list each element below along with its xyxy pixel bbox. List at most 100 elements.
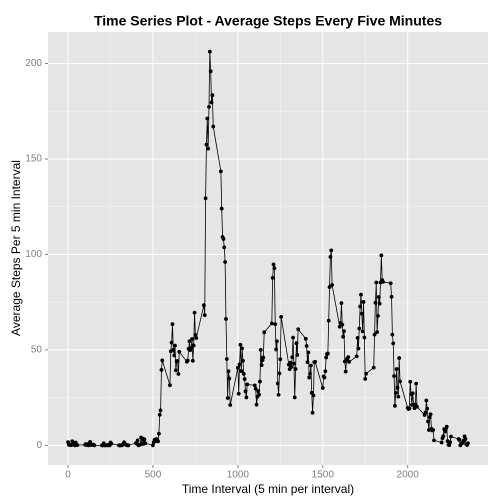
- data-point: [193, 333, 198, 337]
- data-point: [157, 412, 162, 417]
- data-point: [160, 358, 165, 363]
- data-point: [262, 330, 267, 335]
- data-point: [204, 142, 209, 147]
- data-point: [376, 295, 381, 299]
- data-point: [291, 335, 295, 340]
- data-point: [205, 116, 210, 121]
- data-point: [326, 318, 331, 323]
- data-point: [376, 313, 380, 318]
- data-point: [374, 280, 379, 285]
- data-point: [175, 359, 180, 363]
- data-point: [277, 371, 282, 376]
- data-point: [393, 403, 397, 408]
- data-point: [423, 410, 428, 415]
- data-point: [194, 336, 199, 340]
- y-tick-label: 50: [31, 345, 43, 356]
- data-point: [235, 365, 240, 370]
- data-point: [408, 379, 413, 384]
- data-point: [173, 368, 178, 373]
- data-point: [310, 410, 315, 415]
- data-point: [361, 300, 366, 304]
- data-point: [126, 443, 131, 448]
- data-point: [75, 443, 80, 448]
- data-point: [259, 363, 264, 368]
- data-point: [324, 355, 329, 360]
- data-point: [185, 358, 190, 363]
- data-point: [240, 346, 245, 351]
- data-point: [242, 377, 247, 381]
- data-point: [290, 355, 295, 360]
- data-point: [254, 402, 259, 407]
- data-point: [237, 362, 242, 367]
- data-point: [325, 351, 330, 356]
- data-point: [449, 434, 453, 439]
- data-point: [360, 329, 365, 334]
- data-point: [373, 300, 378, 305]
- data-point: [135, 438, 140, 443]
- data-point: [226, 369, 231, 374]
- data-point: [393, 391, 398, 395]
- data-point: [390, 332, 395, 337]
- data-point: [364, 371, 368, 376]
- data-point: [241, 372, 246, 376]
- data-point: [159, 368, 164, 372]
- data-point: [381, 280, 385, 284]
- data-point: [296, 327, 301, 332]
- data-point: [274, 347, 278, 352]
- data-point: [208, 69, 213, 74]
- data-point: [391, 341, 396, 346]
- data-point: [172, 353, 177, 358]
- data-point: [424, 398, 429, 403]
- data-point: [431, 427, 436, 432]
- data-point: [428, 412, 433, 417]
- data-point: [273, 322, 278, 327]
- data-point: [203, 196, 208, 201]
- data-point: [398, 379, 402, 384]
- y-tick-label: 150: [25, 154, 42, 165]
- data-point: [359, 311, 364, 316]
- data-point: [223, 260, 228, 264]
- data-point: [342, 329, 346, 334]
- data-point: [292, 395, 297, 400]
- data-point: [444, 424, 449, 429]
- data-point: [305, 360, 310, 364]
- data-point: [176, 372, 181, 376]
- data-point: [171, 347, 176, 352]
- data-point: [241, 358, 245, 363]
- data-point: [169, 340, 174, 345]
- data-point: [308, 371, 312, 376]
- data-point: [243, 389, 248, 394]
- data-point: [261, 355, 266, 360]
- data-point: [258, 347, 263, 352]
- x-tick-label: 500: [145, 470, 162, 481]
- data-point: [323, 369, 328, 374]
- data-point: [189, 346, 194, 350]
- data-point: [173, 343, 177, 348]
- data-point: [270, 276, 275, 280]
- y-tick-label: 200: [25, 58, 42, 69]
- data-point: [88, 439, 93, 444]
- data-point: [407, 406, 412, 411]
- data-point: [379, 253, 384, 258]
- plot-panel: [48, 32, 488, 465]
- data-point: [415, 404, 419, 409]
- data-point: [156, 439, 160, 444]
- data-point: [304, 344, 309, 348]
- x-tick-label: 1500: [312, 470, 335, 481]
- data-point: [257, 392, 261, 397]
- data-point: [239, 369, 244, 373]
- data-point: [109, 441, 114, 446]
- data-point: [308, 363, 313, 368]
- data-point: [227, 376, 232, 381]
- data-point: [219, 206, 224, 211]
- data-point: [224, 317, 228, 321]
- data-point: [443, 429, 447, 434]
- data-point: [363, 376, 368, 381]
- data-point: [322, 375, 327, 380]
- data-point: [201, 303, 206, 308]
- data-point: [372, 332, 377, 337]
- data-point: [346, 355, 351, 360]
- data-point: [330, 283, 335, 287]
- data-point: [337, 324, 342, 329]
